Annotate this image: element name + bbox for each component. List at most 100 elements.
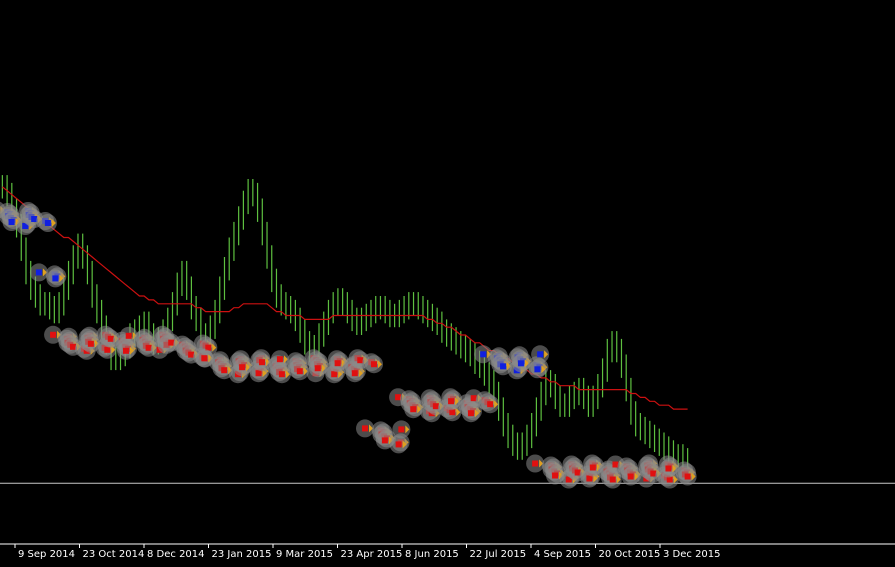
signal-arrow-marker [474, 409, 479, 418]
x-tick-label: 9 Mar 2015 [276, 549, 333, 560]
signal-up-marker [44, 220, 51, 226]
signal-down-marker [201, 355, 208, 362]
signal-down-marker [239, 364, 246, 371]
x-tick-label: 3 Dec 2015 [663, 549, 721, 560]
signal-down-marker [87, 340, 94, 347]
signal-up-marker [534, 366, 541, 373]
signal-down-marker [448, 398, 455, 405]
signal-down-marker [612, 461, 619, 468]
signal-down-marker [650, 470, 657, 477]
signal-arrow-marker [262, 369, 267, 378]
signal-down-marker [532, 460, 539, 467]
signal-down-marker [276, 356, 283, 363]
signal-down-marker [221, 367, 228, 374]
signal-arrow-marker [377, 360, 382, 369]
signal-down-marker [470, 395, 477, 402]
signal-arrow-marker [673, 475, 678, 484]
signal-down-marker [259, 359, 266, 366]
signal-down-marker [574, 469, 581, 476]
signal-up-marker [8, 219, 15, 225]
signal-down-marker [395, 441, 402, 448]
signal-down-marker [627, 473, 634, 480]
signal-down-marker [410, 406, 417, 413]
signal-down-marker [432, 403, 439, 410]
signal-down-marker [351, 370, 358, 377]
signal-arrow-marker [672, 464, 677, 473]
signal-down-marker [609, 476, 616, 483]
signal-arrow-marker [368, 424, 373, 433]
signal-down-marker [145, 344, 152, 351]
signal-down-marker [205, 344, 212, 351]
signal-down-marker [168, 339, 175, 346]
x-tick-label: 8 Jun 2015 [405, 549, 459, 560]
signal-arrow-marker [455, 397, 460, 406]
signal-arrow-marker [634, 472, 639, 481]
signal-arrow-marker [303, 367, 308, 376]
signal-down-marker [467, 410, 474, 417]
signal-up-marker [31, 216, 38, 222]
signal-down-marker [381, 437, 388, 444]
signal-down-marker [50, 331, 57, 338]
x-tick-label: 22 Jul 2015 [470, 549, 527, 560]
signal-arrow-marker [616, 475, 621, 484]
signal-down-marker [589, 464, 596, 471]
signal-down-marker [666, 476, 673, 483]
signal-down-marker [370, 361, 377, 368]
signal-down-marker [69, 343, 76, 350]
signal-arrow-marker [285, 370, 290, 379]
signal-up-marker [500, 363, 507, 370]
signal-down-marker [334, 360, 341, 367]
signal-up-marker [537, 351, 544, 358]
signal-arrow-marker [246, 363, 251, 372]
signal-arrow-marker [524, 359, 529, 368]
x-tick-label: 8 Dec 2014 [147, 549, 205, 560]
signal-down-marker [278, 371, 285, 378]
signal-down-marker [684, 473, 691, 480]
signal-down-marker [331, 371, 338, 378]
signal-down-marker [398, 426, 405, 433]
signal-arrow-marker [51, 219, 56, 227]
signal-arrow-marker [593, 474, 598, 483]
signal-up-marker [35, 269, 42, 276]
signal-arrow-marker [283, 355, 288, 364]
signal-down-marker [665, 465, 672, 472]
x-tick-label: 20 Oct 2015 [599, 549, 661, 560]
signal-up-marker [480, 351, 487, 358]
signal-down-marker [104, 346, 111, 353]
signal-arrow-marker [544, 350, 549, 359]
x-tick-label: 4 Sep 2015 [534, 549, 591, 560]
signal-down-marker [125, 332, 132, 339]
signal-arrow-marker [494, 400, 499, 409]
signal-down-marker [255, 370, 262, 377]
signal-arrow-marker [691, 472, 696, 481]
moving-average-line [2, 186, 688, 410]
x-tick-label: 23 Apr 2015 [341, 549, 403, 560]
signal-down-marker [565, 476, 572, 483]
x-tick-label: 23 Jan 2015 [212, 549, 272, 560]
signal-arrow-marker [59, 274, 64, 283]
signal-down-marker [487, 401, 494, 408]
signal-arrow-marker [402, 440, 407, 449]
signal-arrow-marker [541, 365, 546, 374]
signal-up-marker [517, 360, 524, 367]
signal-arrow-marker [539, 459, 544, 468]
signal-down-marker [361, 425, 368, 432]
signal-arrow-marker [42, 268, 47, 277]
signal-arrow-marker [405, 425, 410, 434]
signal-arrow-marker [321, 364, 326, 373]
signal-arrow-marker [338, 370, 343, 379]
signal-down-marker [357, 357, 364, 364]
signal-down-marker [552, 472, 559, 479]
signal-arrow-marker [212, 343, 217, 352]
signal-down-marker [449, 409, 456, 416]
signal-arrow-marker [358, 369, 363, 378]
x-tick-label: 23 Oct 2014 [83, 549, 145, 560]
signal-down-marker [296, 368, 303, 375]
signal-arrow-marker [456, 408, 461, 417]
signal-down-marker [314, 365, 321, 372]
signal-arrow-marker [129, 346, 134, 355]
signal-down-marker [188, 351, 195, 358]
signal-arrow-marker [417, 405, 422, 414]
